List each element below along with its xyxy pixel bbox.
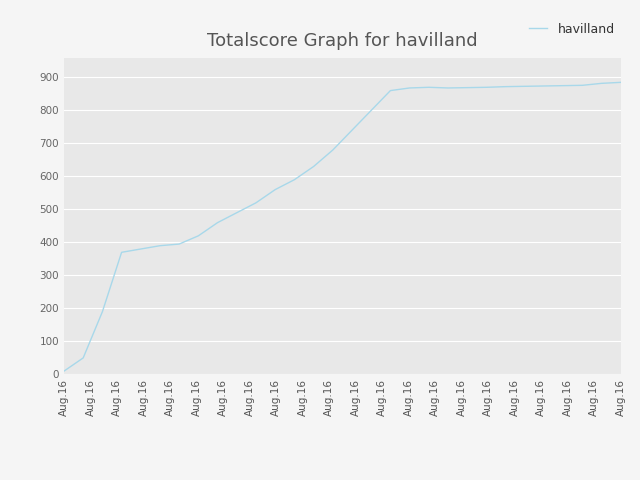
havilland [118, 250, 125, 255]
havilland [502, 84, 509, 89]
havilland [463, 85, 471, 91]
havilland [367, 108, 375, 113]
havilland [387, 88, 394, 94]
Title: Totalscore Graph for havilland: Totalscore Graph for havilland [207, 33, 477, 50]
havilland [156, 243, 164, 249]
havilland [425, 84, 433, 90]
havilland [291, 177, 298, 182]
havilland [579, 83, 586, 88]
havilland [137, 246, 145, 252]
havilland [521, 84, 529, 89]
havilland [233, 210, 241, 216]
havilland [252, 200, 260, 206]
havilland [60, 368, 68, 374]
havilland [483, 84, 490, 90]
havilland [540, 83, 548, 89]
havilland [406, 85, 413, 91]
havilland [175, 241, 183, 247]
havilland [444, 85, 452, 91]
havilland [79, 355, 87, 361]
havilland [310, 164, 317, 169]
havilland [329, 147, 337, 153]
havilland [348, 127, 356, 133]
havilland [271, 187, 279, 192]
Legend: havilland: havilland [529, 23, 614, 36]
havilland [195, 233, 202, 239]
havilland [559, 83, 567, 88]
Line: havilland: havilland [64, 83, 621, 371]
havilland [617, 80, 625, 85]
havilland [598, 81, 605, 86]
havilland [99, 309, 106, 314]
havilland [214, 220, 221, 226]
